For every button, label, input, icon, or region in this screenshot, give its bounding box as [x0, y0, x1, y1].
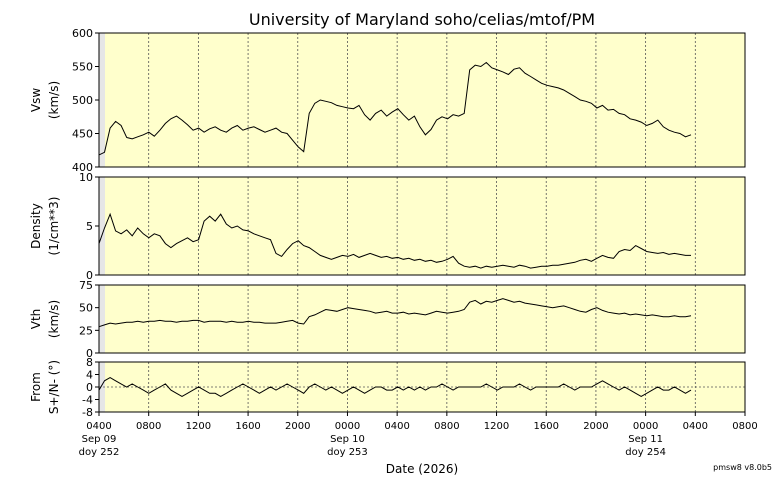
y-tick-label: 450 — [72, 128, 93, 141]
panel-3: 840-4-8 From S+/N- (°) — [29, 356, 746, 419]
panel-background — [99, 362, 745, 412]
x-tick-label: 1600 — [235, 421, 260, 432]
y-axis-label: S+/N- (°) — [47, 360, 61, 414]
doy-label: doy 252 — [79, 447, 120, 458]
y-tick-label: 400 — [72, 161, 93, 174]
version-label: pmsw8 v8.0b5 — [713, 463, 772, 472]
y-tick-label: 0 — [86, 269, 93, 282]
date-label: Sep 10 — [330, 434, 365, 445]
chart-title: University of Maryland soho/celias/mtof/… — [249, 10, 595, 29]
x-tick-label: 1200 — [484, 421, 509, 432]
panel-frame — [98, 32, 746, 168]
y-tick-label: -4 — [82, 394, 93, 407]
date-label: Sep 11 — [628, 434, 663, 445]
panel-2: 0 25 50 75 Vth (km/s) — [29, 279, 746, 360]
y-axis-label: (km/s) — [47, 81, 61, 119]
y-tick-label: 4 — [86, 369, 93, 382]
x-tick-label: 0800 — [136, 421, 161, 432]
panel-frame — [98, 361, 746, 413]
x-axis: 0400 0800 1200 1600 2000 0000 0400 0800 1200 1600… — [79, 412, 758, 458]
y-tick-label: 25 — [79, 324, 93, 337]
series-line-0 — [98, 61, 692, 156]
y-tick-label: 0 — [86, 381, 93, 394]
series-line-0 — [98, 298, 692, 328]
y-tick-label: 0 — [86, 347, 93, 360]
panel-gap-shade — [99, 362, 105, 412]
x-tick-label: 0000 — [633, 421, 658, 432]
series-line-0 — [98, 377, 692, 397]
y-axis-label: Vth — [29, 309, 43, 330]
panel-frame — [98, 284, 746, 354]
x-axis-label: Date (2026) — [386, 462, 458, 476]
y-tick-label: -8 — [82, 406, 93, 419]
doy-label: doy 253 — [327, 447, 368, 458]
y-axis-label: (1/cm**3) — [47, 197, 61, 256]
y-axis-label: Vsw — [29, 88, 43, 112]
y-tick-label: 8 — [86, 356, 93, 369]
x-tick-label: 0400 — [86, 421, 111, 432]
date-label: Sep 09 — [82, 434, 117, 445]
y-tick-label: 75 — [79, 279, 93, 292]
panel-background — [99, 177, 745, 275]
x-tick-label: 2000 — [285, 421, 310, 432]
panel-gap-shade — [99, 33, 105, 167]
x-tick-label: 0800 — [732, 421, 757, 432]
panel-background — [99, 285, 745, 353]
y-axis-label: From — [29, 372, 43, 402]
series-line-0 — [98, 212, 691, 269]
x-tick-label: 2000 — [583, 421, 608, 432]
y-tick-label: 50 — [79, 302, 93, 315]
y-tick-label: 600 — [72, 27, 93, 40]
y-tick-label: 550 — [72, 61, 93, 74]
y-tick-label: 500 — [72, 94, 93, 107]
y-axis-label: Density — [29, 203, 43, 249]
y-axis-label: (km/s) — [47, 300, 61, 338]
panel-background — [99, 33, 745, 167]
panel-0: 400 450 500 550 600 Vsw (km/s) — [29, 27, 746, 174]
x-tick-label: 0400 — [384, 421, 409, 432]
x-tick-label: 1600 — [534, 421, 559, 432]
y-tick-label: 10 — [79, 171, 93, 184]
panel-1: 0 5 10 Density (1/cm**3) — [29, 171, 746, 282]
panel-gap-shade — [99, 177, 105, 275]
x-tick-label: 0400 — [683, 421, 708, 432]
panel-gap-shade — [99, 285, 105, 353]
y-tick-label: 5 — [86, 220, 93, 233]
panel-frame — [98, 176, 746, 276]
doy-label: doy 254 — [625, 447, 666, 458]
x-tick-label: 0800 — [434, 421, 459, 432]
x-tick-label: 1200 — [186, 421, 211, 432]
x-tick-label: 0000 — [335, 421, 360, 432]
